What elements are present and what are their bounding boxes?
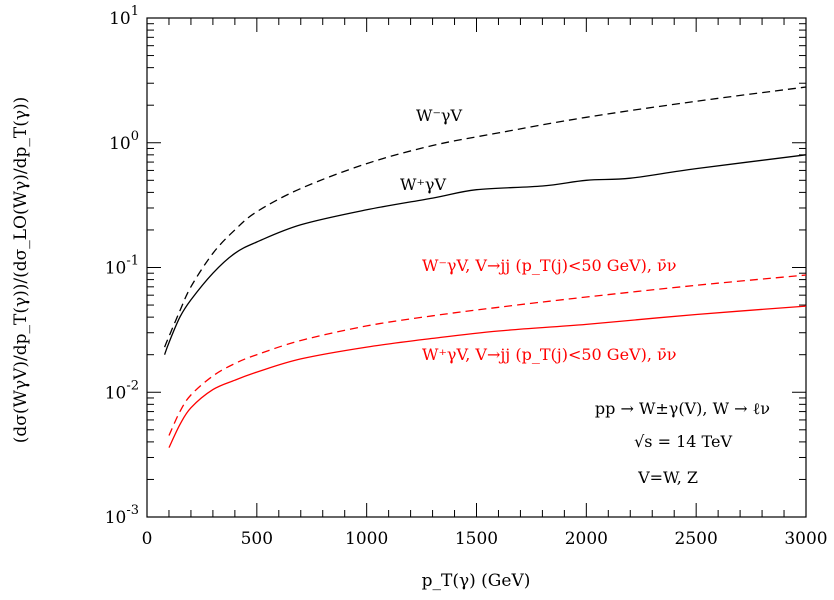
annotation-boson: V=W, Z bbox=[637, 468, 698, 487]
series-line-1 bbox=[163, 154, 807, 355]
label-wplus: W⁺γV bbox=[400, 175, 446, 194]
annotation-process: pp → W±γ(V), W → ℓν bbox=[595, 399, 770, 418]
x-tick-label: 1500 bbox=[455, 529, 498, 549]
y-tick-label: 10-3 bbox=[105, 503, 139, 528]
x-axis-title: p_T(γ) (GeV) bbox=[422, 571, 531, 591]
x-tick-label: 3000 bbox=[784, 529, 827, 549]
label-wplus-jj: W⁺γV, V→jj (p_T(j)<50 GeV), ν̄ν bbox=[422, 345, 676, 364]
y-tick-label: 101 bbox=[109, 4, 139, 29]
x-tick-label: 0 bbox=[142, 529, 153, 549]
label-wminus-jj: W⁻γV, V→jj (p_T(j)<50 GeV), ν̄ν bbox=[422, 256, 676, 275]
series-line-0 bbox=[163, 86, 807, 348]
annotation-energy: √s = 14 TeV bbox=[634, 432, 732, 451]
series-line-3 bbox=[168, 305, 807, 448]
x-tick-label: 2500 bbox=[675, 529, 718, 549]
label-wminus: W⁻γV bbox=[416, 106, 462, 125]
x-tick-label: 500 bbox=[241, 529, 273, 549]
y-tick-label: 100 bbox=[109, 129, 139, 154]
y-axis-title: (dσ(WγV)/dp_T(γ))/(dσ_LO(Wγ)/dp_T(γ)) bbox=[11, 97, 31, 444]
x-tick-label: 2000 bbox=[565, 529, 608, 549]
x-tick-label: 1000 bbox=[345, 529, 388, 549]
y-tick-label: 10-2 bbox=[105, 378, 139, 403]
y-tick-label: 10-1 bbox=[105, 254, 139, 279]
